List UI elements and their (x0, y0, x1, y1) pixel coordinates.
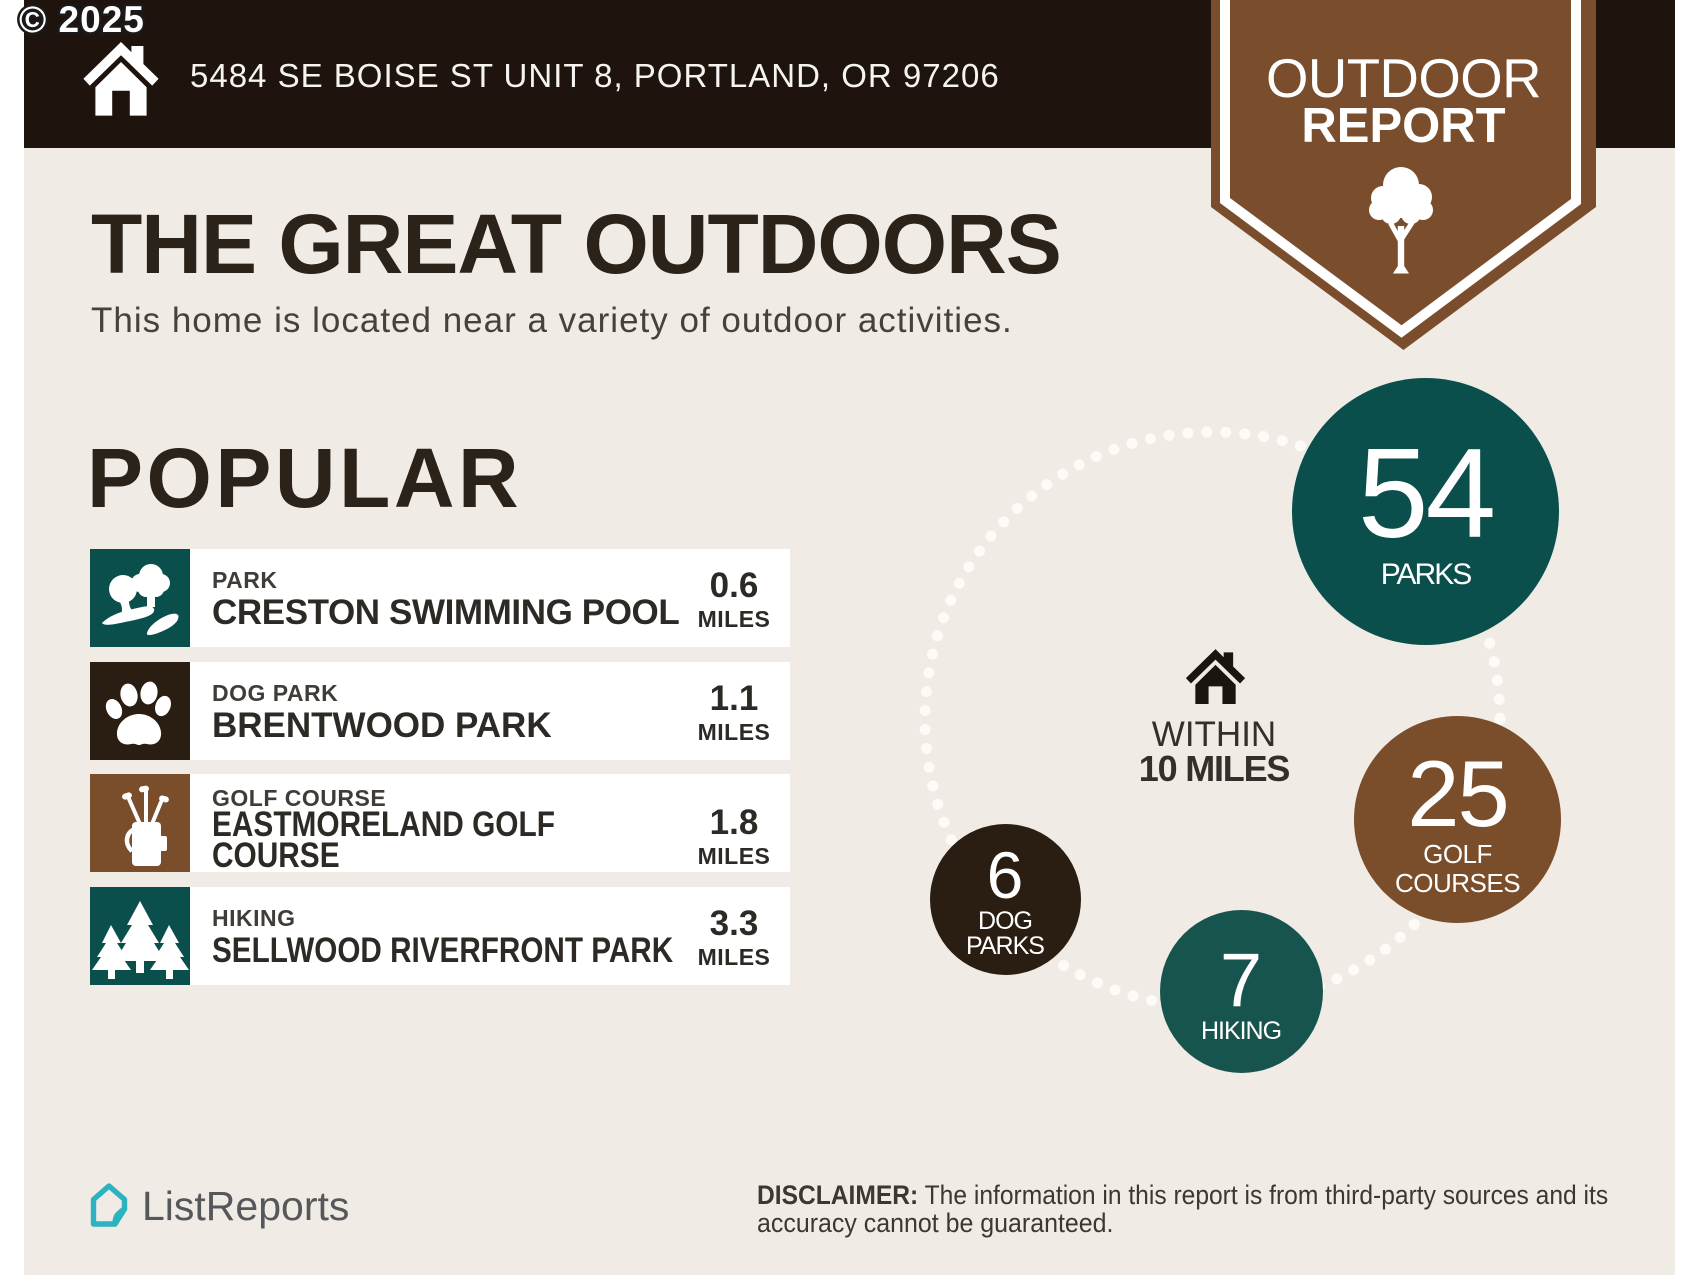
svg-text:REPORT: REPORT (1301, 99, 1505, 153)
svg-text:OUTDOOR: OUTDOOR (1266, 48, 1541, 109)
svg-text:© 2025: © 2025 (19, 0, 145, 40)
